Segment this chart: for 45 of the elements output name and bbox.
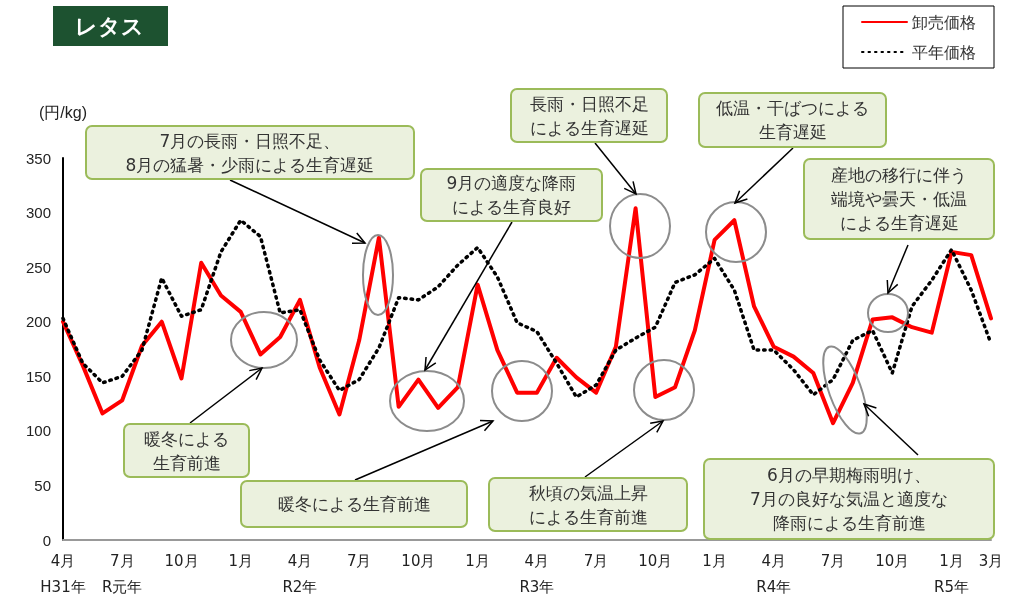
- x-tick-label: 7月: [583, 552, 609, 570]
- legend-label: 卸売価格: [912, 12, 976, 32]
- y-tick-label: 0: [42, 531, 51, 549]
- callout-box: 6月の早期梅雨明け、7月の良好な気温と適度な降雨による生育前進: [703, 458, 995, 540]
- callout-box: 暖冬による生育前進: [123, 423, 250, 478]
- annotation: 暖冬による生育前進: [144, 427, 229, 475]
- y-tick-label: 350: [25, 149, 51, 167]
- x-tick-label: 1月: [702, 552, 727, 570]
- x-tick-label: 3月: [978, 552, 1004, 570]
- x-tick-label: 4月 H31年: [40, 552, 86, 596]
- annotation: 暖冬による生育前進: [277, 493, 431, 516]
- y-tick-label: 150: [25, 367, 51, 385]
- x-tick-label: 10月: [401, 552, 436, 570]
- x-tick-label: 7月: [346, 552, 372, 570]
- annotation: 産地の移行に伴う端境や曇天・低温による生育遅延: [831, 164, 967, 235]
- x-tick-label: 10月: [638, 552, 673, 570]
- y-tick-label: 50: [34, 476, 51, 494]
- y-axis-title: (円/kg): [39, 103, 87, 121]
- callout-box: 産地の移行に伴う端境や曇天・低温による生育遅延: [803, 158, 995, 240]
- annotation: 9月の適度な降雨による生育良好: [446, 172, 577, 219]
- annotation: 秋頃の気温上昇による生育前進: [528, 481, 648, 529]
- callout-box: 9月の適度な降雨による生育良好: [420, 168, 603, 222]
- x-tick-label: 4月 R3年: [519, 552, 555, 596]
- annotation: 6月の早期梅雨明け、7月の良好な気温と適度な降雨による生育前進: [750, 464, 948, 535]
- x-tick-label: 1月 R5年: [934, 552, 969, 596]
- y-tick-label: 100: [25, 422, 51, 440]
- x-tick-label: 4月 R4年: [756, 552, 792, 596]
- chart-title: レタス: [75, 13, 144, 39]
- callout-box: 7月の長雨・日照不足、8月の猛暑・少雨による生育遅延: [85, 125, 415, 180]
- y-tick-label: 300: [25, 204, 51, 222]
- callout-box: 暖冬による生育前進: [240, 480, 468, 528]
- x-tick-label: 4月 R2年: [282, 552, 318, 596]
- y-tick-label: 250: [25, 258, 51, 276]
- x-tick-label: 10月: [164, 552, 199, 570]
- x-tick-label: 7月 R元年: [102, 552, 143, 596]
- y-tick-label: 200: [25, 313, 51, 331]
- x-tick-label: 10月: [875, 552, 910, 570]
- callout-box: 長雨・日照不足による生育遅延: [510, 88, 668, 143]
- x-tick-label: 1月: [228, 552, 253, 570]
- x-tick-label: 1月: [465, 552, 490, 570]
- annotation: 7月の長雨・日照不足、8月の猛暑・少雨による生育遅延: [125, 129, 375, 177]
- x-tick-label: 7月: [820, 552, 846, 570]
- callout-box: 秋頃の気温上昇による生育前進: [488, 477, 688, 532]
- callout-box: 低温・干ばつによる生育遅延: [698, 92, 887, 148]
- legend-label: 平年価格: [912, 42, 976, 62]
